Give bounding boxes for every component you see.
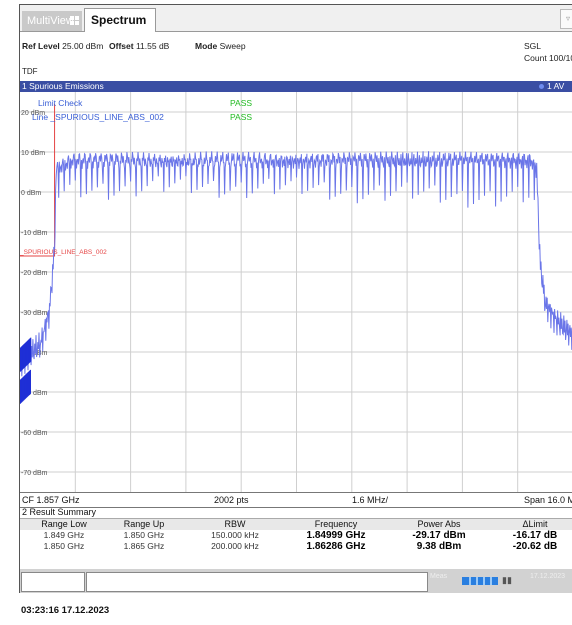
spectrum-trace bbox=[20, 151, 572, 377]
result-summary-header: 2 Result Summary bbox=[20, 507, 572, 519]
result-table-header: Range Low Range Up RBW Frequency Power A… bbox=[20, 519, 572, 530]
col-range-low: Range Low bbox=[41, 519, 87, 529]
cell-rbw: 150.000 kHz bbox=[211, 530, 259, 540]
limit-check-status: PASS bbox=[230, 98, 252, 108]
col-delta-limit: ΔLimit bbox=[522, 519, 548, 529]
cell-range-up: 1.850 GHz bbox=[123, 530, 165, 540]
trace-label: 1 AV bbox=[547, 81, 565, 91]
frequency-per-div: 1.6 MHz/ bbox=[352, 495, 389, 505]
status-strip: Meas ▮▮ 17.12.2023 bbox=[20, 569, 572, 593]
col-range-up: Range Up bbox=[123, 519, 165, 529]
ref-level: Ref Level 25.00 dBm bbox=[22, 41, 104, 51]
y-tick-label: -10 dBm bbox=[21, 230, 48, 237]
y-tick-label: -30 dBm bbox=[21, 310, 48, 317]
tdf-label: TDF bbox=[22, 67, 38, 76]
cell-delta-limit: -20.62 dB bbox=[512, 541, 558, 552]
cell-power-abs: -29.17 dBm bbox=[412, 530, 466, 541]
message-field[interactable] bbox=[21, 572, 85, 592]
y-tick-label: 20 dBm bbox=[21, 110, 45, 117]
grid-icon bbox=[70, 16, 79, 25]
progress-bar bbox=[462, 577, 498, 585]
col-power-abs: Power Abs bbox=[417, 519, 461, 529]
cell-range-up: 1.865 GHz bbox=[123, 541, 165, 551]
tab-bar: MultiView Spectrum ▿ bbox=[20, 5, 572, 32]
tab-spectrum[interactable]: Spectrum bbox=[84, 8, 156, 32]
cell-delta-limit: -16.17 dB bbox=[512, 530, 558, 541]
info-field[interactable] bbox=[86, 572, 428, 592]
tab-multiview[interactable]: MultiView bbox=[22, 11, 82, 31]
y-tick-label: -50 dBm bbox=[21, 390, 48, 397]
cell-frequency: 1.86286 GHz bbox=[306, 541, 366, 552]
cell-range-low: 1.850 GHz bbox=[43, 541, 85, 551]
chevron-down-icon: ▿ bbox=[565, 14, 570, 23]
result-summary-title: 2 Result Summary bbox=[22, 507, 97, 517]
corner-menu-button[interactable]: ▿ bbox=[560, 9, 572, 29]
limit-line bbox=[20, 104, 56, 257]
trace-indicator-icon bbox=[539, 84, 544, 89]
cell-rbw: 200.000 kHz bbox=[211, 541, 259, 551]
mode: Mode Sweep bbox=[195, 41, 246, 51]
analyzer-window: MultiView Spectrum ▿ Ref Level 25.00 dBm… bbox=[19, 4, 572, 593]
strip-date: 17.12.2023 bbox=[530, 573, 566, 580]
y-tick-label: 10 dBm bbox=[21, 150, 45, 157]
y-tick-label: -20 dBm bbox=[21, 270, 48, 277]
table-row[interactable]: 1.849 GHz 1.850 GHz 150.000 kHz 1.84999 … bbox=[20, 530, 572, 541]
sgl-label: SGL bbox=[524, 41, 542, 51]
center-frequency: CF 1.857 GHz bbox=[22, 495, 80, 505]
meas-status: Meas bbox=[430, 573, 448, 580]
panel-title: 1 Spurious Emissions bbox=[22, 81, 104, 91]
tab-spectrum-label: Spectrum bbox=[91, 13, 147, 27]
limit-line-status: PASS bbox=[230, 112, 252, 122]
limit-line-marker-label: _SPURIOUS_LINE_ABS_002 bbox=[20, 249, 107, 256]
table-row[interactable]: 1.850 GHz 1.865 GHz 200.000 kHz 1.86286 … bbox=[20, 541, 572, 552]
limit-check-title: Limit Check bbox=[38, 98, 83, 108]
plot-status-bar: CF 1.857 GHz 2002 pts 1.6 MHz/ Span 16.0… bbox=[20, 492, 572, 508]
limit-line-name: Line _SPURIOUS_LINE_ABS_002 bbox=[32, 112, 164, 122]
col-frequency: Frequency bbox=[314, 519, 358, 529]
timestamp: 03:23:16 17.12.2023 bbox=[21, 605, 110, 616]
span: Span 16.0 MHz bbox=[524, 495, 572, 505]
y-tick-label: -70 dBm bbox=[21, 470, 48, 477]
offset: Offset 11.55 dB bbox=[109, 41, 170, 51]
spurious-panel-header: 1 Spurious Emissions 1 AV bbox=[20, 81, 572, 92]
sweep-points: 2002 pts bbox=[214, 495, 249, 505]
col-rbw: RBW bbox=[224, 519, 246, 529]
sweep-count: Count 100/10 bbox=[524, 53, 572, 63]
cell-range-low: 1.849 GHz bbox=[43, 530, 85, 540]
tab-multiview-label: MultiView bbox=[27, 15, 74, 27]
cell-power-abs: 9.38 dBm bbox=[416, 541, 462, 552]
cell-frequency: 1.84999 GHz bbox=[306, 530, 366, 541]
y-tick-label: -60 dBm bbox=[21, 430, 48, 437]
y-tick-label: 0 dBm bbox=[21, 190, 41, 197]
signal-icon: ▮▮ bbox=[502, 575, 512, 585]
